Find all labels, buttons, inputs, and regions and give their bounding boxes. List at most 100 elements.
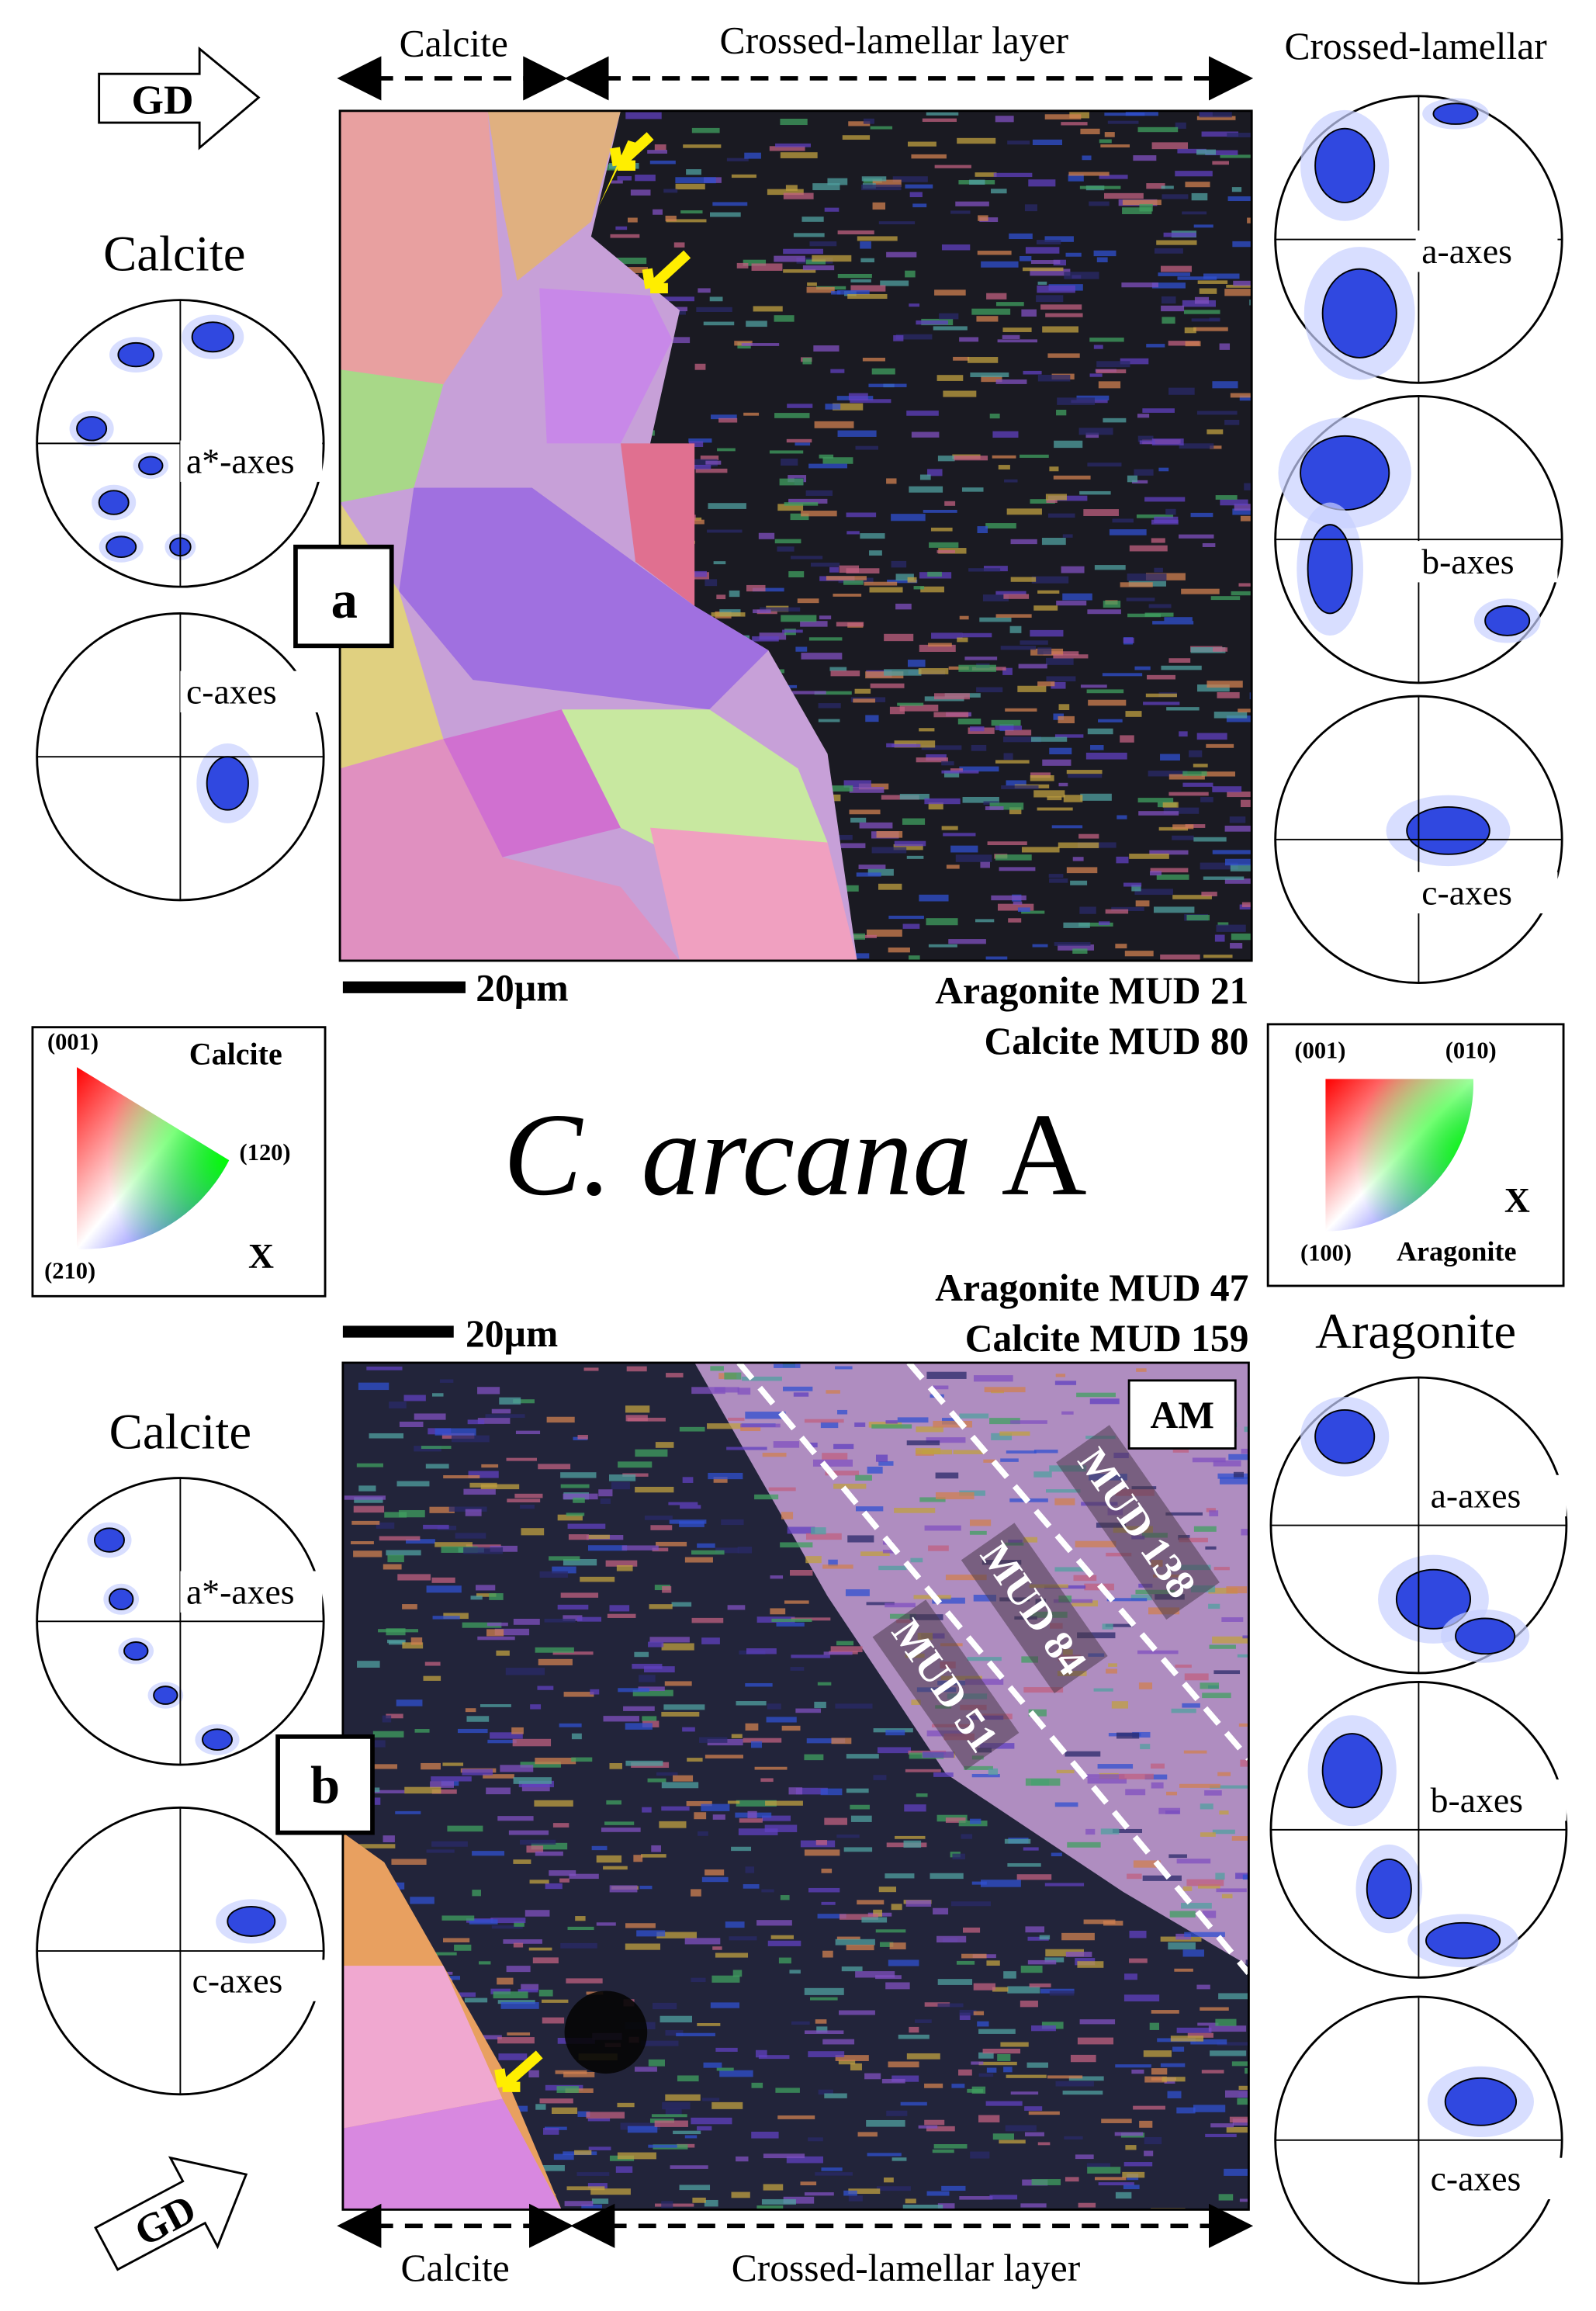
texture: [811, 1527, 826, 1535]
texture: [837, 289, 870, 295]
pole-figure: a*-axes: [36, 1477, 325, 1766]
texture: [1045, 494, 1067, 501]
texture: [1167, 2091, 1182, 2098]
texture: [587, 2183, 608, 2189]
texture: [967, 1657, 1002, 1661]
texture: [823, 1651, 853, 1655]
texture: [957, 718, 981, 725]
texture: [1072, 857, 1084, 861]
texture: [462, 1769, 493, 1776]
texture: [627, 217, 638, 223]
texture: [560, 1592, 599, 1598]
texture: [1042, 759, 1072, 766]
texture: [691, 1387, 725, 1395]
texture: [1231, 2061, 1249, 2067]
texture: [710, 2002, 740, 2008]
texture: [423, 1675, 441, 1681]
texture: [1201, 892, 1217, 897]
texture: [841, 1966, 863, 1972]
pole-title: Calcite: [109, 1404, 251, 1460]
texture: [462, 1622, 502, 1628]
texture: [861, 1917, 888, 1923]
texture: [1166, 707, 1200, 711]
texture: [752, 587, 784, 592]
texture: [869, 587, 903, 593]
texture: [975, 172, 997, 177]
texture: [964, 657, 998, 660]
texture: [1176, 2027, 1212, 2033]
texture: [1190, 2039, 1227, 2045]
texture: [396, 1699, 423, 1706]
density-blob: [1455, 1617, 1516, 1655]
texture: [1224, 289, 1252, 296]
pointer-arrow: [642, 250, 691, 294]
pole-figure: c-axes: [36, 1806, 328, 2096]
texture: [1056, 1769, 1075, 1774]
texture: [1112, 1828, 1143, 1834]
texture: [586, 2112, 625, 2119]
texture: [358, 1382, 389, 1391]
texture: [1182, 1703, 1200, 1708]
texture: [1129, 545, 1168, 552]
texture: [1120, 735, 1134, 743]
texture: [739, 1818, 763, 1823]
texture: [731, 174, 756, 178]
texture: [588, 2146, 611, 2150]
texture: [760, 1778, 774, 1783]
texture: [627, 2126, 658, 2133]
texture: [424, 1661, 441, 1666]
texture: [1176, 1859, 1211, 1864]
texture: [991, 1433, 1013, 1440]
texture: [717, 448, 736, 452]
texture: [1007, 140, 1030, 145]
texture: [513, 1777, 552, 1784]
texture: [780, 1895, 790, 1900]
texture: [864, 581, 898, 586]
texture: [907, 141, 936, 147]
texture: [1054, 734, 1084, 738]
texture: [705, 1869, 725, 1876]
texture: [837, 430, 877, 437]
texture: [924, 2083, 943, 2088]
texture: [1065, 1751, 1101, 1757]
texture: [891, 1904, 902, 1911]
texture: [781, 458, 798, 466]
texture: [1152, 621, 1194, 625]
texture: [431, 1841, 468, 1847]
texture: [1182, 782, 1213, 787]
texture: [580, 1576, 615, 1582]
texture: [1224, 825, 1252, 832]
texture: [806, 1738, 846, 1744]
texture: [727, 1417, 745, 1421]
texture: [970, 372, 1009, 378]
texture: [383, 1564, 402, 1570]
texture: [1216, 1888, 1247, 1893]
texture: [1075, 2154, 1094, 2160]
texture: [372, 1731, 404, 1738]
texture: [665, 2094, 701, 2101]
texture: [354, 1497, 383, 1503]
texture: [935, 1492, 975, 1499]
texture: [1204, 1790, 1222, 1796]
texture: [1212, 1636, 1249, 1644]
texture: [816, 2026, 828, 2033]
texture: [472, 1890, 481, 1897]
texture: [784, 1600, 809, 1604]
texture: [1020, 1965, 1043, 1973]
texture: [1218, 1993, 1249, 2000]
texture: [906, 1440, 940, 1446]
pole-figure: c-axes: [1274, 695, 1563, 984]
texture: [1005, 708, 1037, 712]
texture: [1079, 906, 1096, 914]
texture: [677, 2075, 699, 2082]
texture: [1172, 895, 1212, 899]
texture: [1144, 2136, 1162, 2145]
texture: [770, 1575, 784, 1579]
texture: [1006, 508, 1042, 515]
texture: [712, 1814, 725, 1820]
texture: [1099, 175, 1128, 179]
texture: [909, 192, 923, 198]
texture: [1184, 1673, 1209, 1681]
texture: [1086, 689, 1124, 694]
texture: [466, 1544, 501, 1549]
